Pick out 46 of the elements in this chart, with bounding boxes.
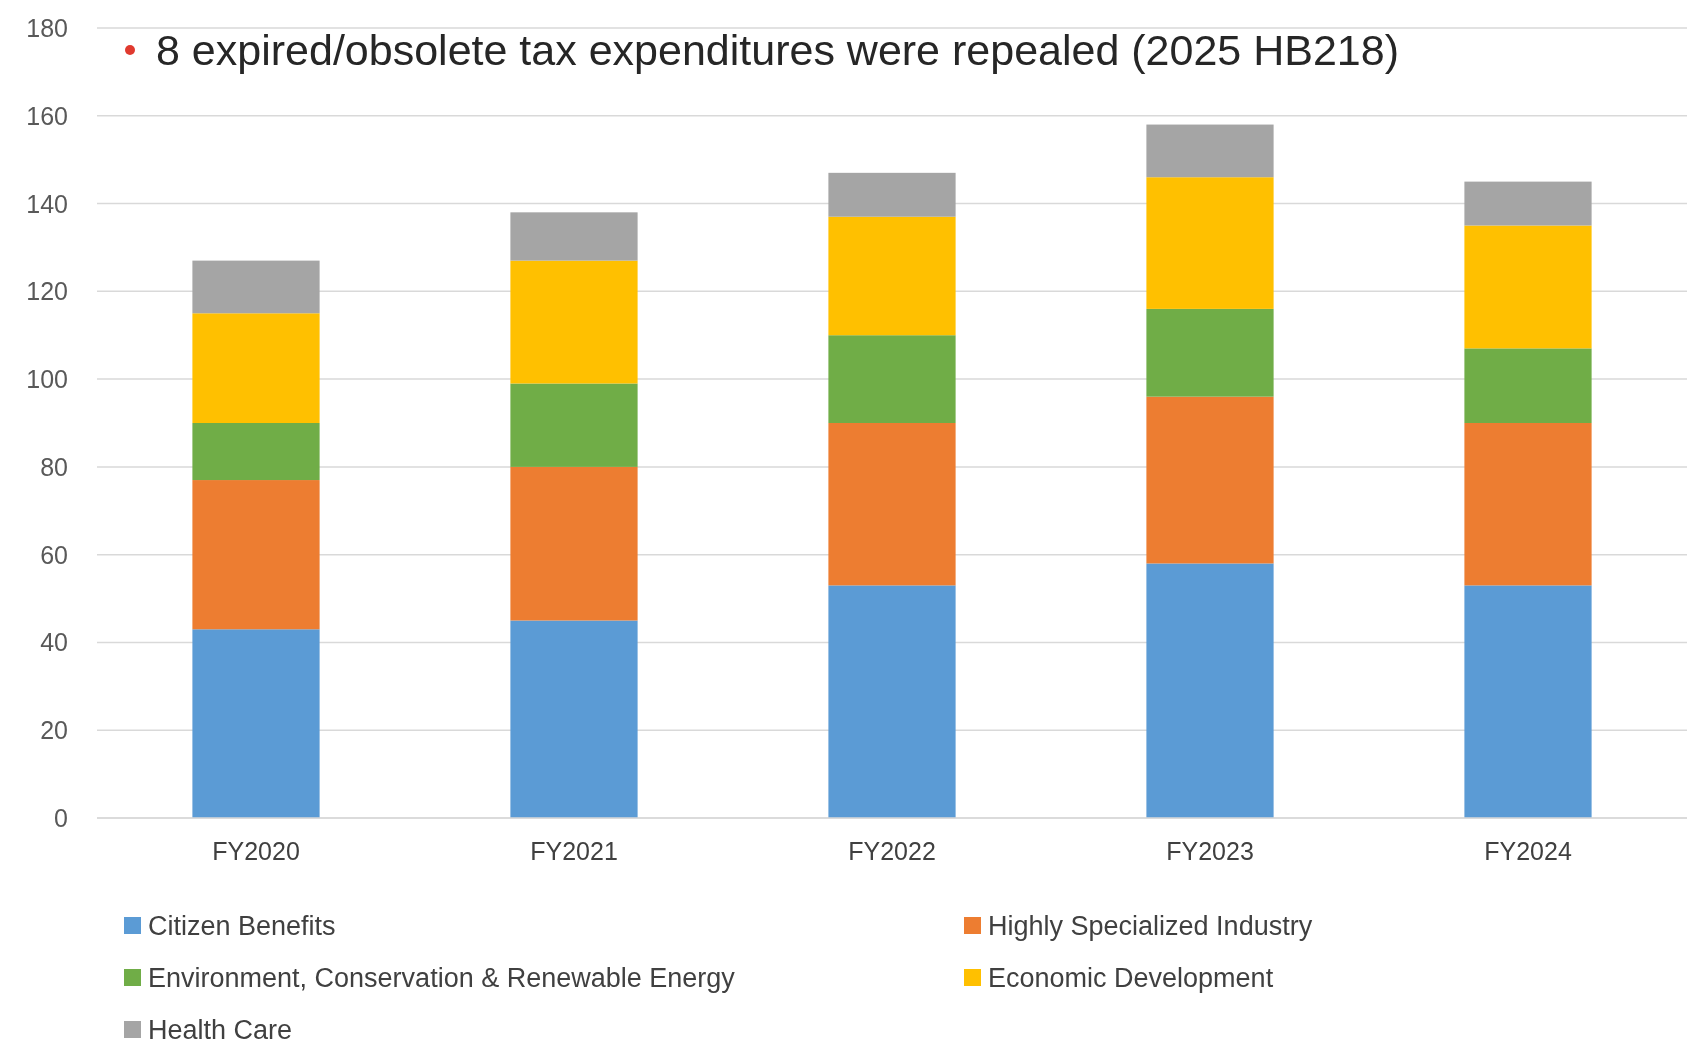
bar xyxy=(192,260,320,314)
x-tick-label: FY2021 xyxy=(530,837,618,865)
bar xyxy=(1464,423,1592,586)
bar xyxy=(510,383,638,467)
legend-label: Highly Specialized Industry xyxy=(988,911,1313,941)
x-tick-label: FY2020 xyxy=(212,837,300,865)
y-tick-label: 100 xyxy=(26,365,68,394)
bar xyxy=(828,423,956,586)
legend-label: Economic Development xyxy=(988,963,1274,993)
bar xyxy=(192,629,320,818)
y-tick-label: 180 xyxy=(26,14,68,42)
bar xyxy=(1464,225,1592,349)
bar xyxy=(1146,396,1274,564)
bar xyxy=(828,172,956,217)
bar xyxy=(192,313,320,423)
y-tick-label: 140 xyxy=(26,189,68,218)
legend-label: Health Care xyxy=(148,1015,293,1045)
y-tick-label: 80 xyxy=(40,452,68,481)
y-tick-label: 120 xyxy=(26,277,68,306)
bar xyxy=(1146,563,1274,818)
bar xyxy=(1146,177,1274,309)
bar xyxy=(192,423,320,481)
bar xyxy=(510,466,638,621)
x-tick-label: FY2024 xyxy=(1484,837,1572,865)
bar xyxy=(1146,308,1274,397)
legend-label: Citizen Benefits xyxy=(148,911,336,941)
y-tick-label: 60 xyxy=(40,540,68,569)
bar xyxy=(828,585,956,818)
y-tick-label: 40 xyxy=(40,628,68,657)
bar xyxy=(1464,348,1592,423)
bar xyxy=(828,216,956,336)
y-tick-label: 160 xyxy=(26,101,68,130)
bar xyxy=(192,480,320,630)
x-tick-label: FY2023 xyxy=(1166,837,1254,865)
bar xyxy=(1464,181,1592,226)
bar xyxy=(828,335,956,423)
y-tick-label: 20 xyxy=(40,716,68,745)
chart-title: 8 expired/obsolete tax expenditures were repealed (2025 HB218) xyxy=(156,26,1400,74)
x-tick-label: FY2022 xyxy=(848,837,936,865)
y-tick-label: 0 xyxy=(54,804,68,832)
legend-label: Environment, Conservation & Renewable Energy xyxy=(148,963,736,993)
bar xyxy=(510,260,638,384)
bar xyxy=(1464,585,1592,818)
bar xyxy=(510,620,638,818)
bar xyxy=(510,212,638,261)
bar xyxy=(1146,124,1274,178)
